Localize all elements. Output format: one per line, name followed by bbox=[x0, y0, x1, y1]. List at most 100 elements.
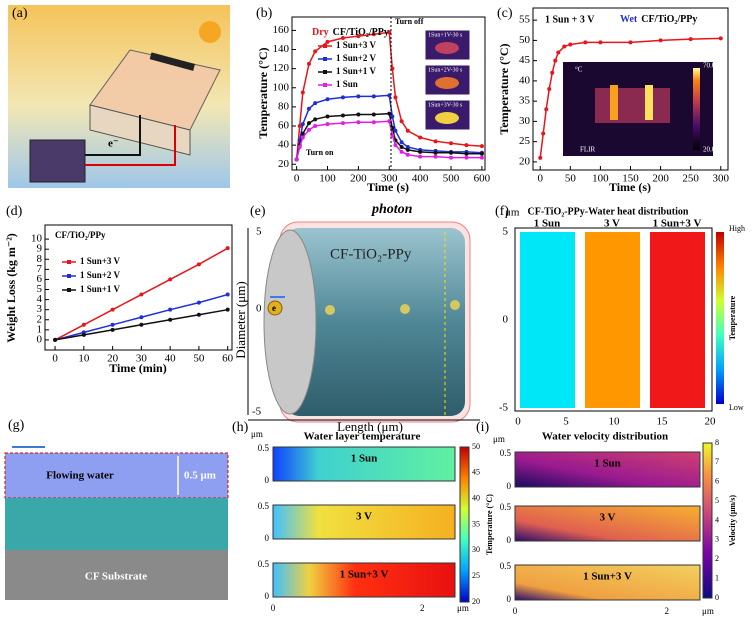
colorbar bbox=[459, 446, 470, 603]
y-axis-label: Temperature (°C) bbox=[256, 47, 270, 138]
x-axis-label: Time (s) bbox=[367, 180, 409, 194]
colorbar-tick: 20 bbox=[472, 597, 480, 606]
plot-frame bbox=[44, 224, 233, 351]
y-tick-label: 20 bbox=[519, 155, 531, 167]
data-point bbox=[306, 106, 311, 111]
particle bbox=[450, 300, 460, 310]
colorbar-tick: 8 bbox=[715, 438, 719, 447]
column bbox=[650, 232, 705, 408]
data-point bbox=[196, 312, 201, 317]
unit: μm bbox=[493, 434, 505, 444]
y-axis-label: Weight Loss (kg m⁻²) bbox=[4, 233, 18, 343]
colorbar-label: Low bbox=[729, 403, 744, 412]
unit: μm bbox=[457, 603, 469, 613]
case-label: 1 Sun+3 V bbox=[340, 569, 389, 581]
x-tick-label: 300 bbox=[381, 173, 398, 185]
case-label: 3 V bbox=[356, 511, 372, 523]
data-point bbox=[139, 315, 144, 320]
data-point bbox=[81, 322, 86, 327]
legend-marker bbox=[67, 274, 71, 278]
water-outline bbox=[4, 452, 229, 499]
x-tick-label: 10 bbox=[78, 353, 90, 365]
case-label: 3 V bbox=[600, 512, 616, 524]
data-point bbox=[464, 155, 469, 160]
y-tick-label: 6 bbox=[37, 273, 43, 285]
inset-label: 1Sun+1V-30 s bbox=[428, 32, 463, 38]
y-tick-label: 35 bbox=[519, 95, 531, 107]
x-tick-label: 0 bbox=[294, 173, 300, 185]
data-point bbox=[313, 101, 318, 106]
field-map bbox=[272, 446, 456, 482]
y-tick-label: 40 bbox=[519, 74, 531, 86]
data-point bbox=[313, 117, 318, 122]
y-tick-label: 80 bbox=[278, 100, 290, 112]
x-tick-label: 400 bbox=[412, 173, 429, 185]
data-point bbox=[541, 131, 546, 136]
data-point bbox=[81, 332, 86, 337]
panel-title: Water velocity distribution bbox=[542, 431, 668, 443]
x-tick-label: 600 bbox=[474, 173, 491, 185]
chart-title: Wet CF/TiO₂/PPy bbox=[620, 14, 697, 25]
particle bbox=[325, 305, 335, 315]
colorbar-tick: 1 bbox=[715, 573, 719, 582]
data-point bbox=[300, 122, 305, 127]
water-layer bbox=[5, 453, 228, 498]
inset-hotspot bbox=[435, 42, 459, 54]
legend-label: 1 Sun+3 V bbox=[336, 40, 376, 50]
data-point bbox=[371, 112, 376, 117]
data-point bbox=[553, 58, 558, 63]
y-tick-label: 120 bbox=[273, 62, 290, 74]
colorbar-tick: 0 bbox=[715, 593, 719, 602]
data-point bbox=[433, 139, 438, 144]
thermal-hot bbox=[645, 85, 653, 120]
data-point bbox=[479, 144, 484, 149]
x-tick-label: 250 bbox=[682, 173, 699, 185]
x-tick-label: 200 bbox=[652, 173, 669, 185]
legend-marker bbox=[323, 44, 327, 48]
data-point bbox=[168, 317, 173, 322]
x-axis-label: Time (s) bbox=[609, 180, 651, 194]
colorbar bbox=[716, 232, 724, 404]
y-tick: 0.5 bbox=[500, 502, 512, 512]
colorbar-tick: 30 bbox=[472, 545, 480, 554]
y-tick-label: 3 bbox=[37, 303, 43, 315]
y-axis-label: Diameter (μm) bbox=[233, 281, 248, 358]
annotation: Turn off bbox=[395, 17, 424, 26]
data-point bbox=[418, 135, 423, 140]
data-point bbox=[399, 145, 404, 150]
x-tick-label: 150 bbox=[622, 173, 639, 185]
data-point bbox=[449, 155, 454, 160]
y-tick-label: 2 bbox=[37, 313, 43, 325]
y-tick-label: 20 bbox=[278, 158, 290, 170]
unit: μm bbox=[251, 429, 263, 439]
inset-label: FLIR bbox=[580, 146, 596, 154]
electron-label: e⁻ bbox=[108, 138, 119, 150]
y-tick: 0.5 bbox=[258, 443, 270, 453]
panel-label: (c) bbox=[497, 6, 513, 21]
data-point bbox=[387, 119, 392, 124]
data-point bbox=[433, 150, 438, 155]
colorbar-tick: 3 bbox=[715, 535, 719, 544]
legend-marker bbox=[323, 83, 327, 87]
y-tick: 5 bbox=[256, 226, 262, 238]
data-point bbox=[110, 307, 115, 312]
x-tick-label: 60 bbox=[222, 353, 234, 365]
panel-title: Water layer temperature bbox=[304, 431, 421, 443]
data-point bbox=[297, 145, 302, 150]
colorbar-tick: 25 bbox=[472, 571, 480, 580]
substrate bbox=[5, 550, 228, 600]
case-label: 1 Sun bbox=[351, 453, 378, 465]
x-tick: 2 bbox=[420, 603, 425, 613]
y-tick: 0.5 bbox=[258, 559, 270, 569]
data-point bbox=[325, 39, 330, 44]
data-point bbox=[433, 154, 438, 159]
data-point bbox=[294, 157, 299, 162]
data-point bbox=[356, 34, 361, 39]
data-point bbox=[110, 322, 115, 327]
legend-label: 1 Sun bbox=[336, 79, 358, 89]
data-point bbox=[628, 40, 633, 45]
y-tick: 0.5 bbox=[500, 448, 512, 458]
colorbar-tick: 2 bbox=[715, 554, 719, 563]
frame bbox=[514, 227, 713, 412]
